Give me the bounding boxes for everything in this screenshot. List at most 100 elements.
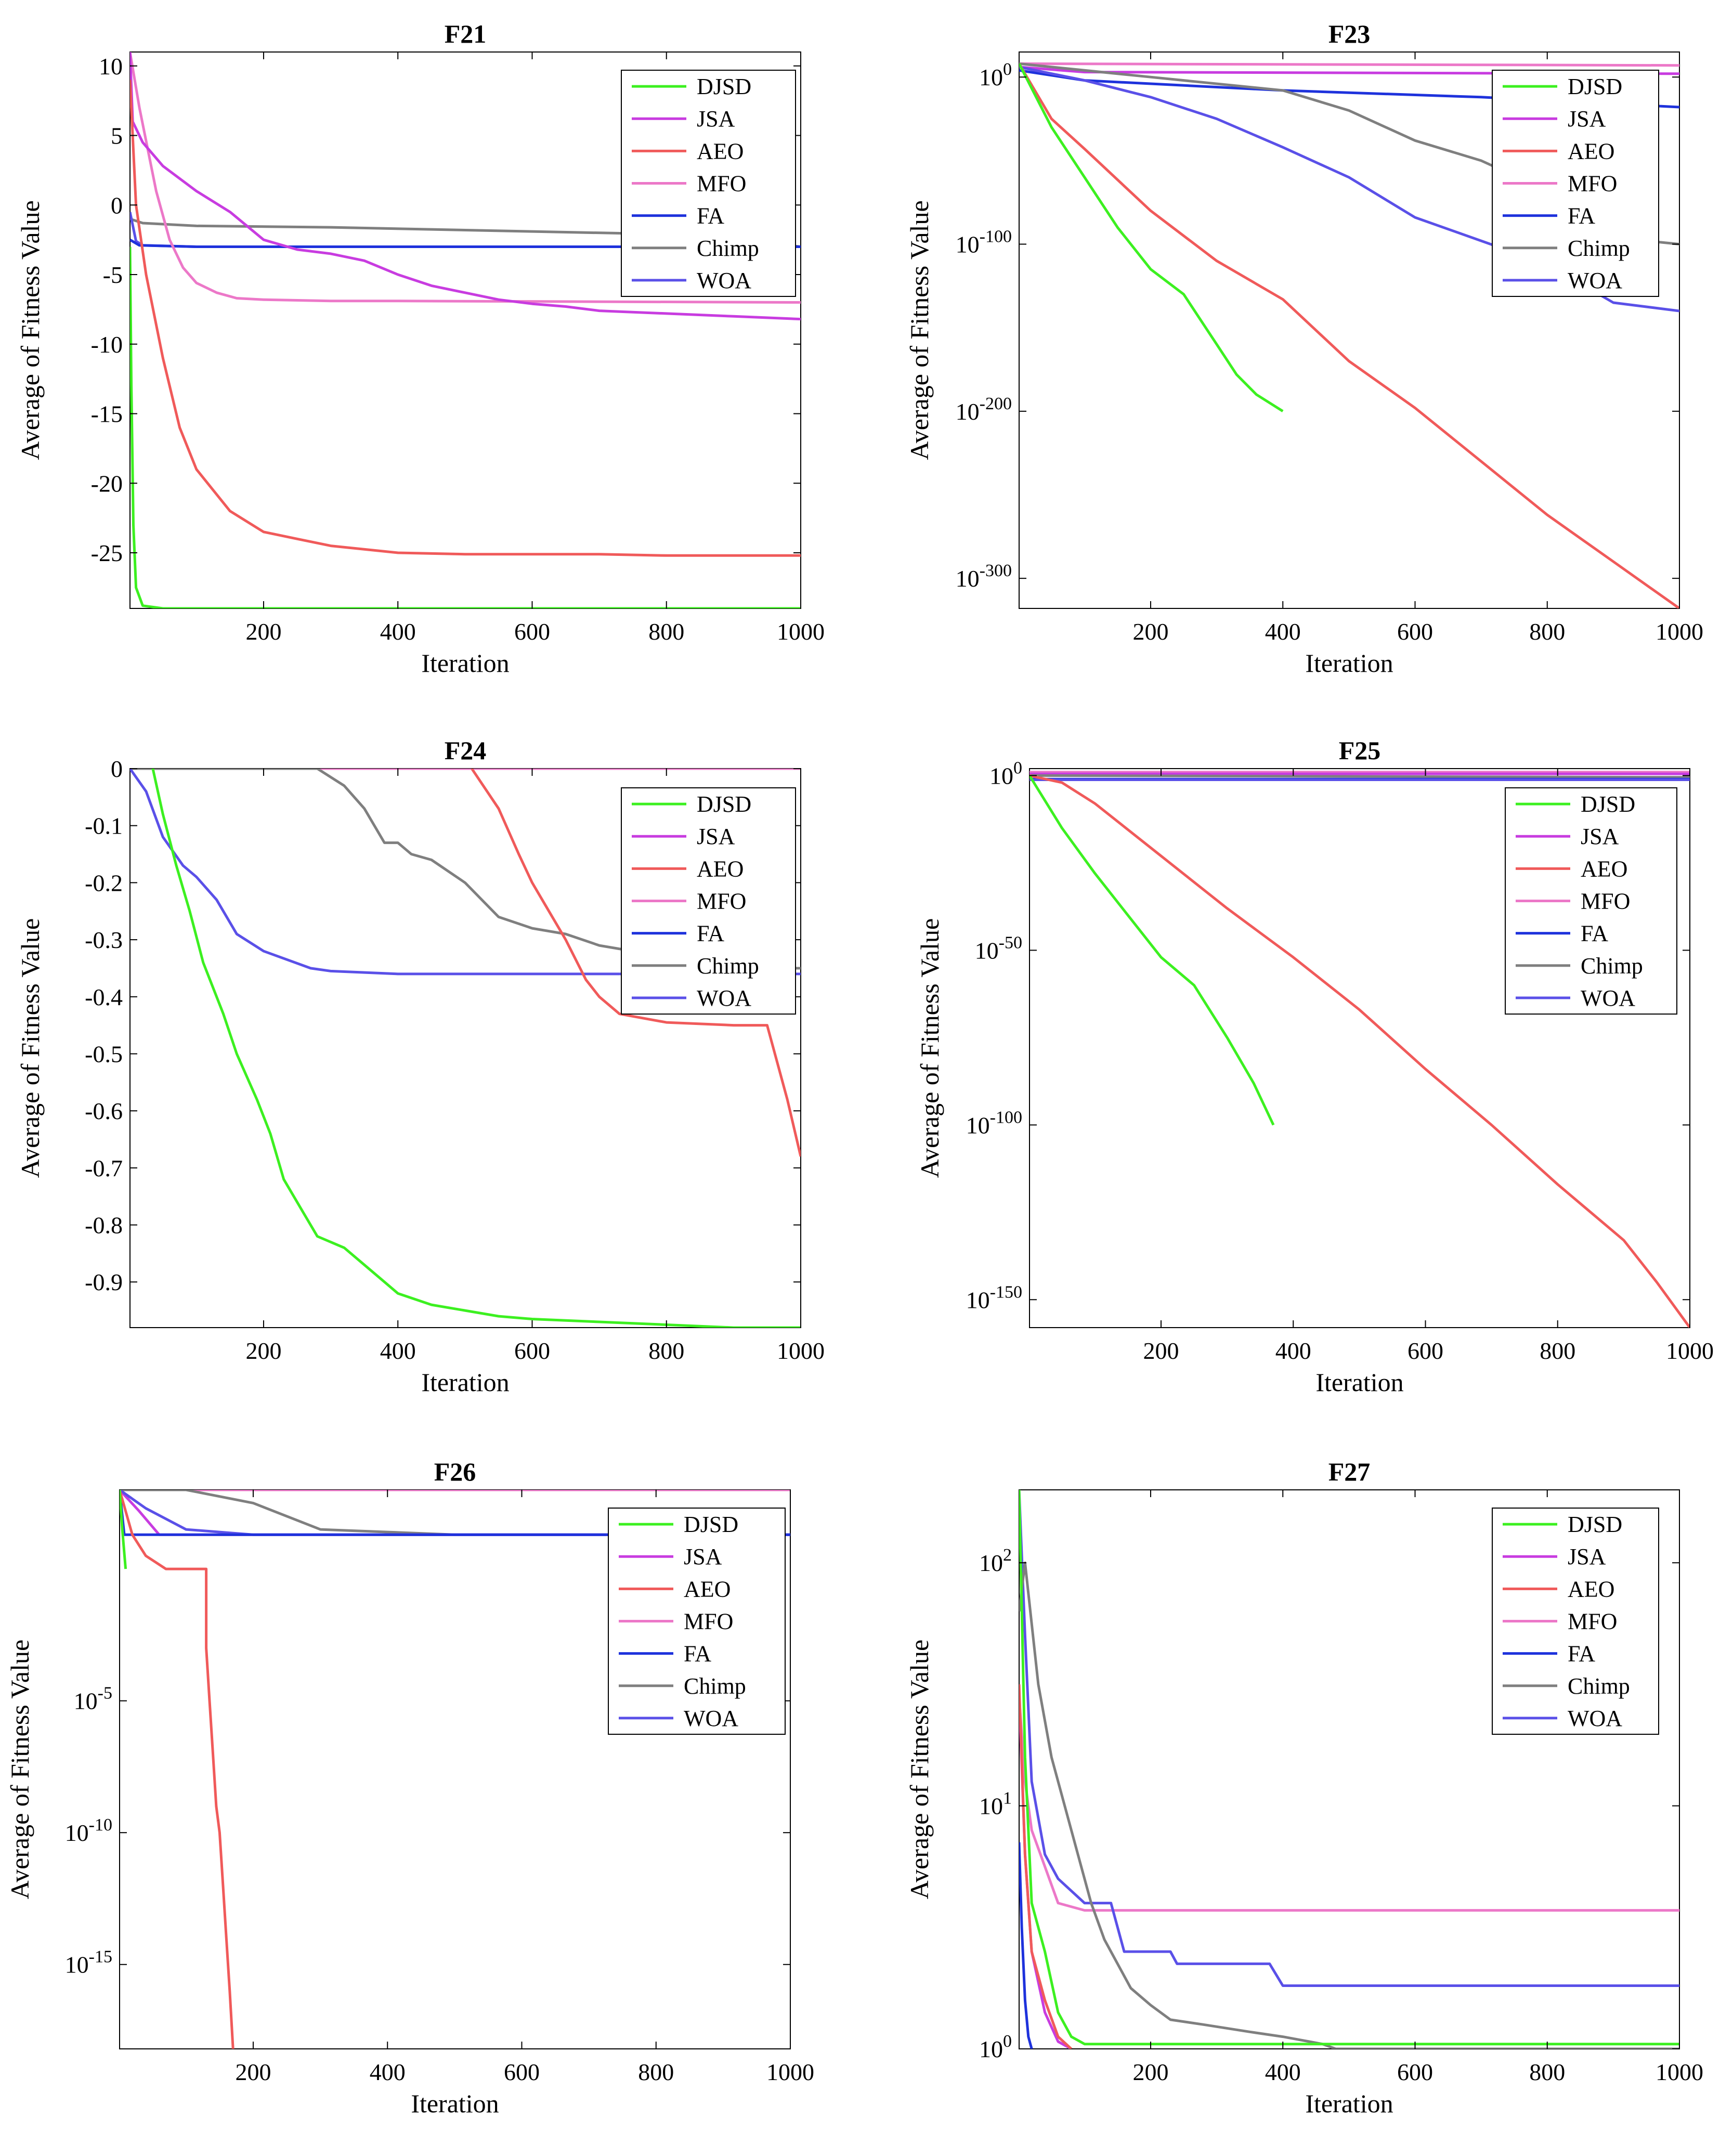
chart-title: F21	[445, 19, 487, 48]
x-tick-label: 200	[1132, 618, 1168, 645]
legend: DJSD JSA AEO MFO FA Chimp WOA	[1492, 70, 1659, 297]
y-axis-label: Average of Fitness Value	[5, 1640, 34, 1899]
x-tick-label: 1000	[1656, 618, 1703, 645]
x-tick-label: 200	[245, 1337, 281, 1364]
plot-area-f25	[1029, 768, 1690, 1328]
legend: DJSD JSA AEO MFO FA Chimp WOA	[608, 1508, 786, 1735]
y-tick-label: -0.5	[85, 1041, 123, 1067]
y-tick-label: 10-200	[956, 394, 1012, 425]
y-axis-label: Average of Fitness Value	[16, 200, 45, 460]
x-tick-label: 800	[638, 2059, 674, 2085]
series-line-chimp	[1030, 774, 1690, 779]
x-tick-label: 600	[504, 2059, 540, 2085]
legend-label-djsd: DJSD	[1581, 791, 1635, 817]
y-tick-label: 100	[979, 60, 1012, 90]
x-tick-label: 800	[1540, 1337, 1575, 1364]
series-line-djsd	[1019, 1490, 1679, 2046]
legend-label-jsa: JSA	[684, 1544, 722, 1569]
legend-label-fa: FA	[1581, 921, 1608, 946]
series-line-aeo	[1019, 63, 1679, 608]
plot-area-f23	[1019, 51, 1680, 609]
legend-label-djsd: DJSD	[697, 74, 751, 99]
series-line-aeo	[130, 80, 801, 557]
legend-label-aeo: AEO	[684, 1576, 731, 1602]
y-tick-label: 0	[111, 192, 123, 218]
y-tick-label: -0.7	[85, 1155, 123, 1181]
x-axis-label: Iteration	[1305, 648, 1393, 678]
y-tick-label: 10-100	[966, 1108, 1022, 1138]
legend-label-chimp: Chimp	[1568, 1673, 1630, 1699]
series-line-djsd	[130, 246, 801, 608]
y-tick-label: -0.8	[85, 1212, 123, 1239]
x-axis-label: Iteration	[1305, 2089, 1393, 2118]
x-tick-label: 1000	[777, 618, 825, 645]
x-tick-label: 600	[514, 1337, 550, 1364]
series-line-djsd	[151, 769, 801, 1328]
legend-label-aeo: AEO	[1568, 138, 1614, 164]
legend-label-mfo: MFO	[697, 889, 746, 914]
chart-title: F27	[1328, 1457, 1371, 1486]
x-tick-label: 800	[1529, 618, 1565, 645]
legend-label-jsa: JSA	[697, 824, 735, 849]
legend-label-djsd: DJSD	[684, 1512, 738, 1537]
legend-label-woa: WOA	[697, 985, 751, 1011]
y-axis-label: Average of Fitness Value	[915, 918, 944, 1178]
panel-f23: 200 400 600 800 1000 100 10-100 10-200 10-300 F23…	[905, 19, 1703, 678]
x-axis-label: Iteration	[411, 2089, 499, 2118]
legend-label-fa: FA	[684, 1641, 711, 1667]
chart-title: F25	[1339, 736, 1381, 765]
legend-label-chimp: Chimp	[1581, 953, 1643, 979]
y-axis-label: Average of Fitness Value	[905, 200, 934, 460]
chart-title: F23	[1328, 19, 1371, 48]
x-tick-label: 800	[1529, 2059, 1565, 2085]
panel-f24: 200 400 600 800 1000 0 -0.1 -0.2 -0.3 -0.4 -0.5 -0.…	[16, 736, 825, 1397]
chart-title: F26	[434, 1457, 476, 1486]
legend: DJSD JSA AEO MFO FA Chimp WOA	[621, 787, 796, 1015]
y-tick-label: 10-100	[956, 227, 1012, 258]
series-line-woa	[130, 769, 801, 976]
legend-label-aeo: AEO	[1581, 856, 1627, 881]
x-tick-label: 1000	[766, 2059, 814, 2085]
y-tick-label: -0.4	[85, 984, 123, 1010]
legend-label-fa: FA	[697, 203, 724, 229]
x-tick-label: 800	[648, 1337, 684, 1364]
x-tick-label: 1000	[1666, 1337, 1714, 1364]
x-tick-label: 200	[1143, 1337, 1179, 1364]
series-line-aeo	[1019, 1684, 1073, 2049]
legend-label-jsa: JSA	[1568, 1544, 1606, 1569]
x-tick-label: 600	[1408, 1337, 1443, 1364]
legend-label-jsa: JSA	[1568, 106, 1606, 132]
legend-label-jsa: JSA	[697, 106, 735, 132]
chart-title: F24	[445, 736, 487, 765]
legend-label-woa: WOA	[1581, 985, 1635, 1011]
series-line-fa	[1019, 1842, 1033, 2049]
x-tick-label: 200	[1132, 2059, 1168, 2085]
series-line-chimp	[1019, 1561, 1679, 2049]
legend-label-woa: WOA	[1568, 1706, 1622, 1731]
y-axis-label: Average of Fitness Value	[16, 918, 45, 1178]
x-tick-label: 400	[380, 618, 416, 645]
series-line-jsa	[130, 52, 801, 321]
x-tick-label: 800	[648, 618, 684, 645]
x-tick-label: 600	[514, 618, 550, 645]
y-tick-label: -0.9	[85, 1269, 123, 1295]
x-tick-label: 600	[1397, 618, 1433, 645]
legend: DJSD JSA AEO MFO FA Chimp WOA	[1492, 1508, 1659, 1735]
x-tick-label: 400	[1275, 1337, 1311, 1364]
legend-label-mfo: MFO	[1568, 171, 1617, 197]
y-tick-label: -10	[91, 331, 123, 358]
legend-label-mfo: MFO	[1568, 1609, 1617, 1634]
y-tick-label: 10-10	[65, 1815, 112, 1846]
y-tick-label: 10	[99, 53, 123, 80]
legend-label-fa: FA	[1568, 1641, 1595, 1667]
legend-label-woa: WOA	[697, 268, 751, 293]
y-tick-label: 5	[111, 123, 123, 149]
y-tick-label: 10-15	[65, 1947, 112, 1978]
panel-f27: 200 400 600 800 1000 100 101 102 F27 Iteration Ave…	[905, 1457, 1703, 2118]
legend-label-chimp: Chimp	[697, 953, 759, 979]
series-line-fa	[130, 238, 801, 248]
x-tick-label: 400	[370, 2059, 406, 2085]
legend-label-djsd: DJSD	[1568, 74, 1622, 99]
y-tick-label: 10-150	[966, 1282, 1022, 1313]
